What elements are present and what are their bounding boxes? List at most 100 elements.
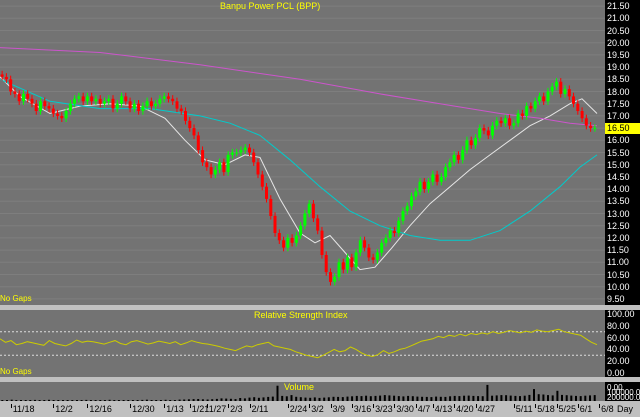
candle-body (337, 262, 341, 277)
volume-bar (271, 396, 274, 401)
date-tick (87, 404, 89, 408)
candle-body (311, 203, 315, 219)
date-label: 4/27 (477, 404, 496, 414)
candle-body (149, 101, 153, 107)
candle-body (64, 111, 68, 119)
volume-bar (197, 399, 200, 401)
volume-bar (439, 396, 442, 401)
price-panel[interactable]: Banpu Power PCL (BPP) No Gaps (0, 0, 605, 305)
price-tick-label: 10.50 (607, 269, 630, 280)
candle-body (265, 186, 268, 199)
date-tick (513, 404, 515, 408)
candle-body (405, 206, 409, 212)
volume-bar (449, 396, 452, 401)
date-label: 3/9 (332, 404, 346, 414)
volume-bar (173, 400, 176, 401)
candle-body (418, 181, 422, 192)
price-tick-label: 15.50 (607, 147, 630, 158)
date-label: 3/16 (353, 404, 372, 414)
candle-body (550, 86, 554, 92)
candle-body (555, 81, 558, 87)
date-tick (206, 404, 208, 408)
rsi-y-axis: 100.00 80.00 60.00 40.00 20.00 0.00 (605, 310, 640, 377)
volume-bar (136, 400, 139, 401)
volume-panel[interactable]: Volume (0, 382, 605, 401)
candle-body (461, 150, 465, 160)
candle-body (593, 128, 597, 130)
volume-bar (537, 394, 540, 401)
candle-body (218, 162, 222, 170)
candle-body (192, 128, 196, 136)
candle-body (188, 120, 192, 129)
date-label: 6/1 (579, 404, 593, 414)
date-tick (577, 404, 579, 408)
date-tick (53, 404, 55, 408)
candle-body (329, 272, 332, 282)
candle-body (175, 101, 179, 109)
volume-bar (285, 396, 288, 401)
volume-tick-label: 100000.00 (607, 388, 640, 397)
candle-body (410, 196, 413, 207)
volume-bar (575, 395, 577, 401)
date-tick (415, 404, 417, 408)
candle-body (158, 98, 162, 104)
price-tick-label: 12.00 (607, 232, 630, 243)
candle-body (563, 89, 567, 94)
date-axis: 11/18 12/2 12/16 12/30 1/13 1/21 1/27 2/3 2/11 2/… (0, 404, 640, 417)
candle-body (103, 101, 106, 104)
volume-bar (145, 399, 148, 401)
volume-bar (542, 394, 545, 401)
candle-body (520, 113, 524, 116)
volume-bar (416, 396, 419, 401)
period-label: Day (617, 404, 634, 414)
candle-body (324, 255, 328, 273)
candle-body (495, 120, 499, 126)
candle-body (294, 235, 298, 243)
volume-bar (444, 396, 447, 401)
date-label: 12/30 (132, 404, 155, 414)
candle-body (290, 237, 294, 243)
volume-tick-label: 200000.00 (607, 393, 640, 401)
price-tick-label: 15.00 (607, 159, 630, 170)
price-chart (0, 5, 605, 300)
volume-bar (383, 395, 386, 401)
candle-body (22, 93, 25, 102)
candle-body (282, 240, 286, 248)
candle-body (333, 276, 337, 282)
price-tick-label: 12.50 (607, 220, 630, 231)
candle-body (94, 98, 98, 102)
volume-chart (1, 384, 596, 401)
volume-bar (85, 399, 88, 401)
panel-divider[interactable] (0, 377, 640, 382)
volume-bar (183, 399, 186, 401)
candle-body (537, 96, 541, 102)
candle-body (243, 147, 247, 150)
candle-body (205, 162, 209, 168)
candle-body (452, 154, 456, 163)
candle-body (34, 103, 38, 111)
candle-body (350, 257, 354, 268)
volume-bar (169, 400, 172, 401)
volume-bar (178, 399, 181, 401)
rsi-panel[interactable]: Relative Strength Index No Gaps (0, 310, 605, 377)
panel-divider[interactable] (0, 305, 640, 310)
volume-bar (215, 398, 218, 401)
volume-bar (313, 397, 316, 401)
last-price-label: 16.50 (605, 122, 640, 134)
volume-bar (164, 399, 167, 401)
candle-body (525, 106, 529, 116)
candle-body (503, 118, 507, 124)
rsi-tick-label: 100.00 (607, 310, 635, 319)
date-label: 1/21 (191, 404, 210, 414)
volume-bar (15, 400, 18, 401)
volume-bar (547, 395, 549, 401)
candle-body (90, 96, 94, 102)
volume-bar (131, 400, 134, 401)
volume-bar (486, 384, 489, 401)
candle-body (260, 174, 264, 187)
date-tick (287, 404, 289, 408)
volume-bar (435, 396, 438, 401)
date-tick (249, 404, 251, 408)
date-label: 5/11 (515, 404, 533, 414)
